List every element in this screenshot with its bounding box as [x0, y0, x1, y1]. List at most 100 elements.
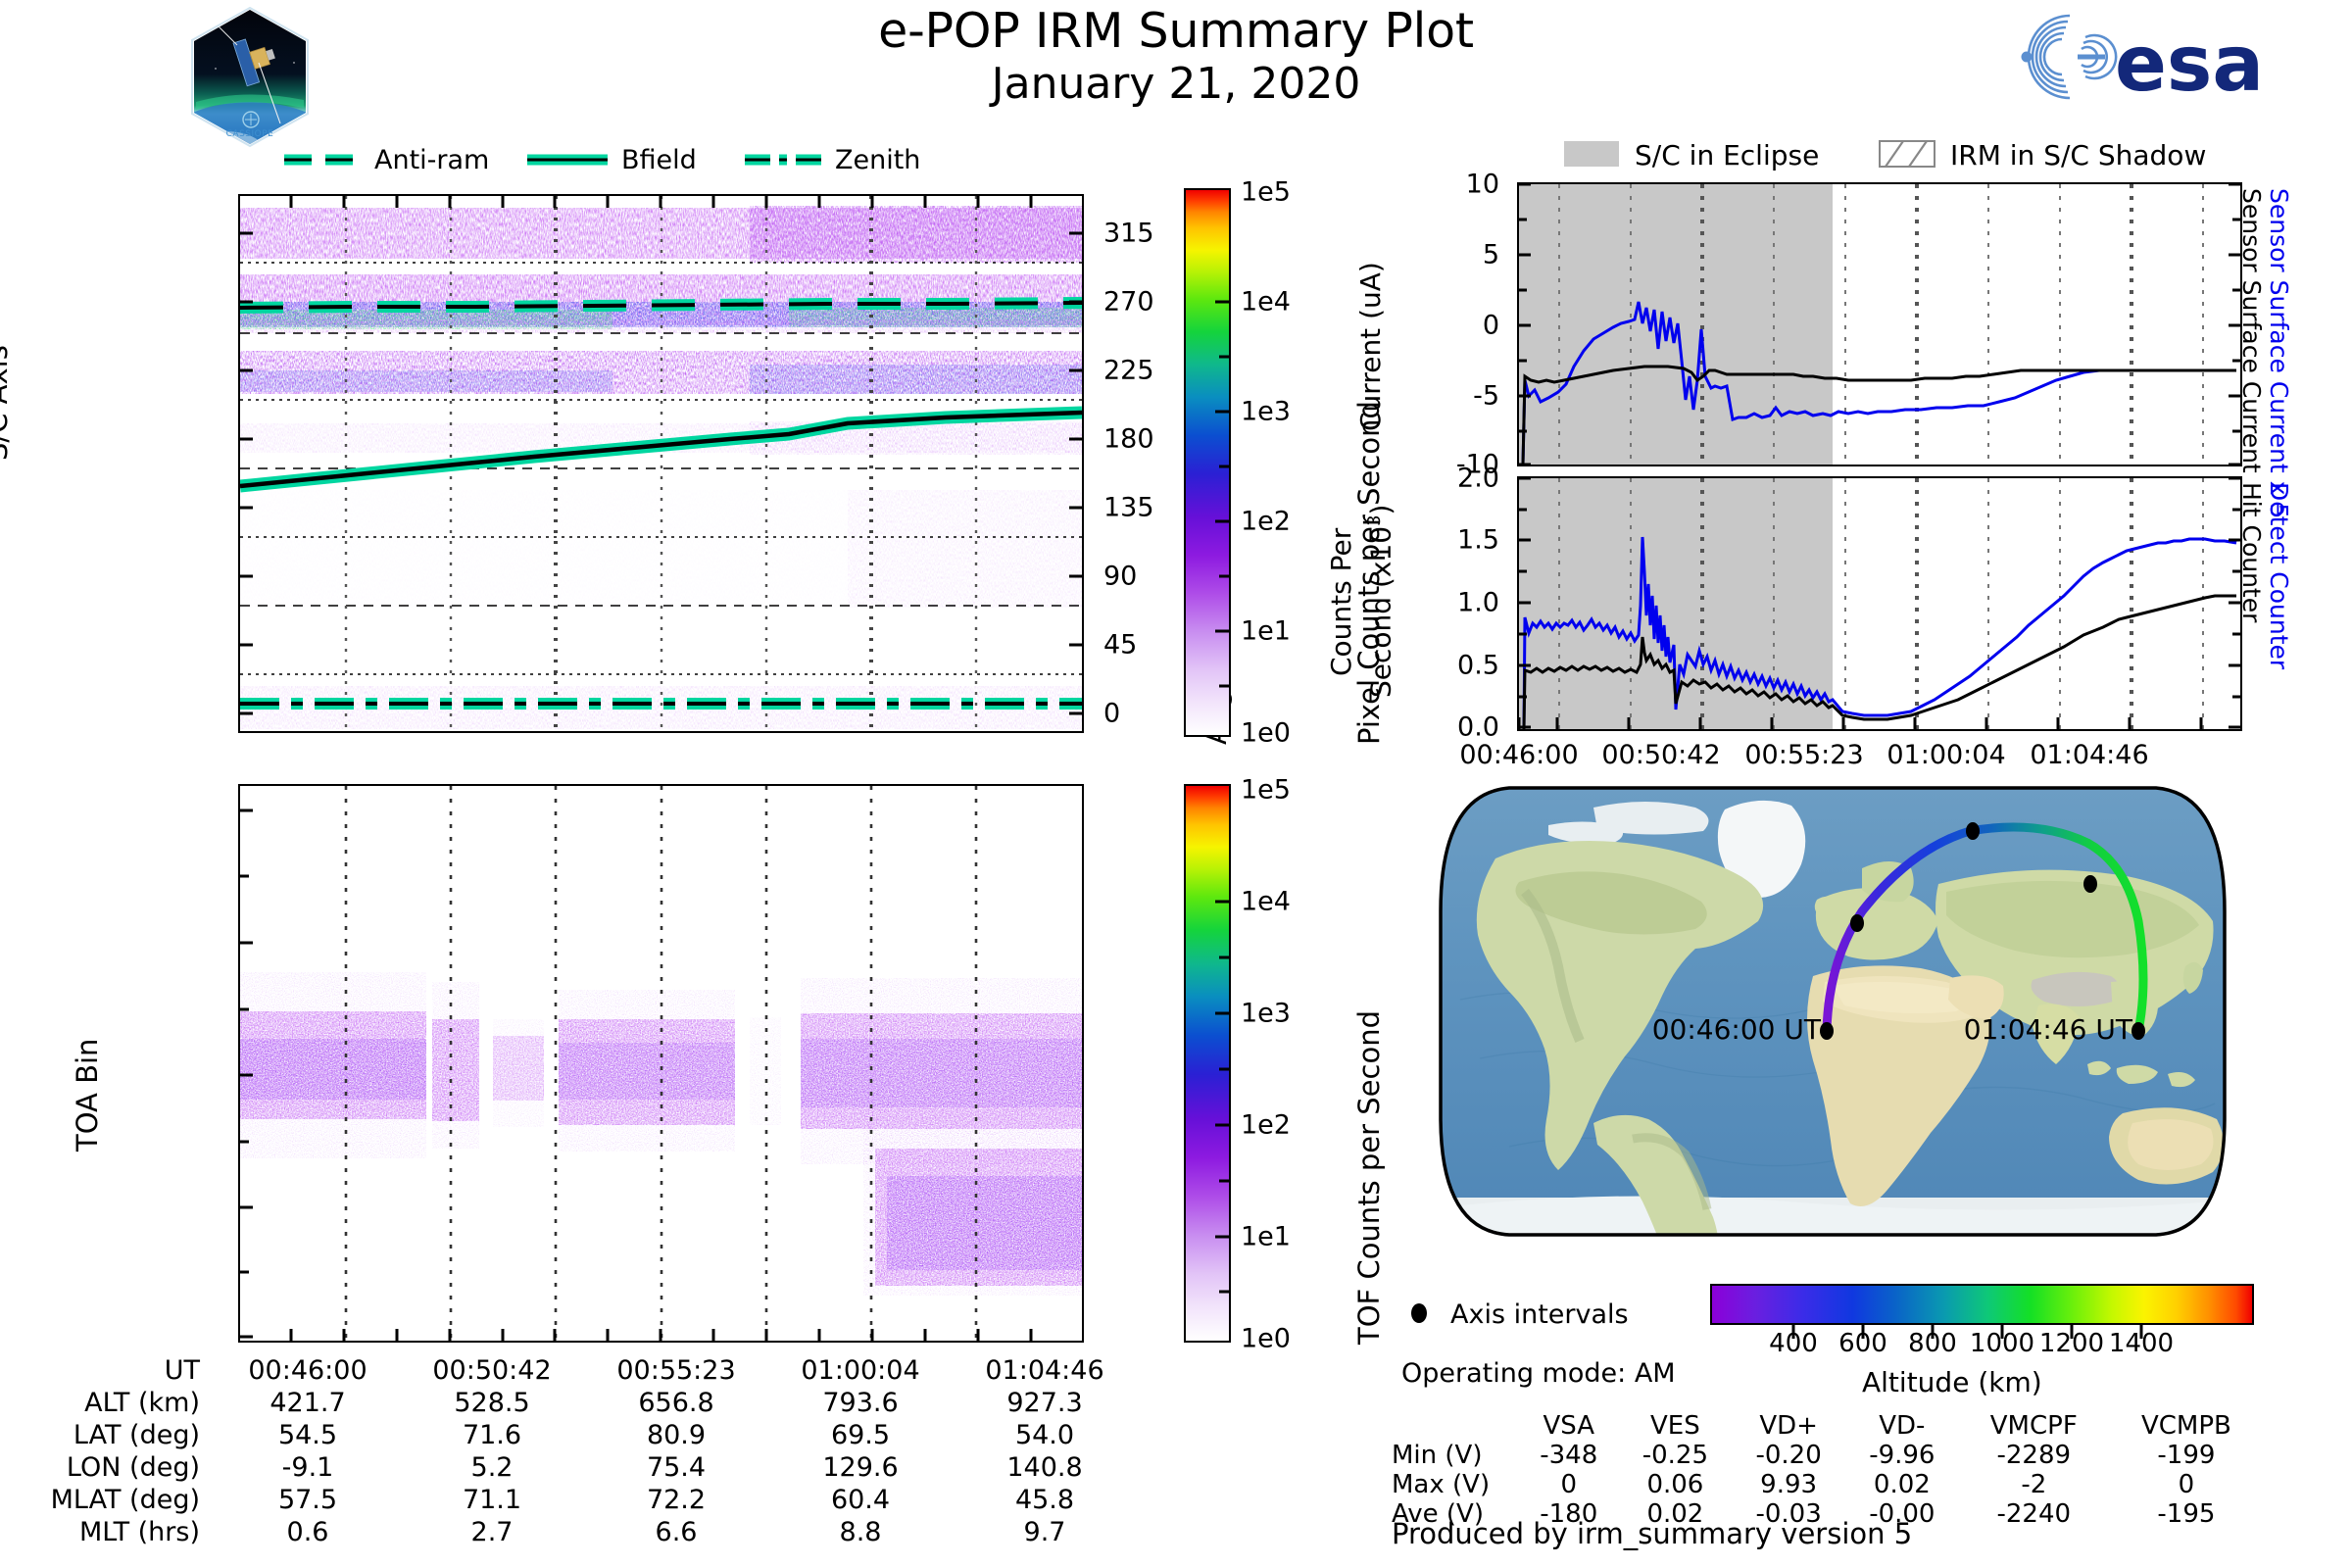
- legend-label-zenith: Zenith: [835, 145, 920, 175]
- alt-value-1: 421.7: [270, 1388, 346, 1418]
- alt-tick-1400: 1400: [2108, 1329, 2175, 1358]
- current-panel-ylabel: Current (uA): [1354, 262, 1387, 431]
- africa: [1807, 965, 1991, 1206]
- mlat-value-2: 71.1: [462, 1485, 522, 1515]
- tibetan-plateau: [2031, 971, 2121, 1006]
- marker-end: [2132, 1022, 2145, 1040]
- pixel-counts-colorbar: [1184, 188, 1231, 737]
- greenland: [1717, 800, 1806, 899]
- xtick-time-4: 01:00:04: [1886, 740, 2006, 770]
- min-vcmpb: -199: [2157, 1441, 2216, 1470]
- min-ves: -0.25: [1642, 1441, 1709, 1470]
- table-row-mlt: MLT (hrs) 0.6 2.7 6.6 8.8 9.7: [29, 1516, 1137, 1548]
- page-title: e-POP IRM Summary Plot: [878, 3, 1474, 59]
- eclipse-shaded-region: [1519, 184, 1833, 465]
- angle-panel-vertical-gridlines: [344, 196, 978, 731]
- tof-cb-tick-1e2: 1e2: [1241, 1109, 1291, 1141]
- sc-axis-angle-spectrogram-panel: [238, 194, 1084, 733]
- cassiope-mission-patch-icon: CASSIOPE: [186, 6, 314, 148]
- sensor-surface-current-x5-trace: [1521, 301, 2236, 465]
- toa-main-band: [240, 972, 1082, 1296]
- ut-value-5: 01:04:46: [985, 1355, 1104, 1386]
- sensor-surface-current-trace: [1521, 365, 2236, 465]
- alt-value-5: 927.3: [1006, 1388, 1083, 1418]
- altitude-colorbar: [1710, 1284, 2254, 1325]
- mlt-value-3: 6.6: [655, 1517, 698, 1547]
- tof-counts-colorbar-gradient: [1186, 786, 1229, 1341]
- voltage-summary-table: VSA VES VD+ VD- VMCPF VCMPB Min (V) -348…: [1392, 1411, 2264, 1529]
- marker-4: [2083, 875, 2097, 893]
- counts-panel-ylabel: Counts Per: [1325, 528, 1357, 676]
- map-start-time-label: 00:46:00 UT: [1652, 1013, 1822, 1046]
- ave-ves: 0.02: [1646, 1499, 1704, 1529]
- operating-mode-label: Operating mode: AM: [1401, 1358, 1676, 1389]
- min-vsa: -348: [1540, 1441, 1598, 1470]
- toa-bin-spectrogram-panel: [238, 784, 1084, 1343]
- eclipse-shadow-legend: S/C in Eclipse IRM in S/C Shadow: [1529, 135, 2313, 172]
- ytick-counts-2p0: 2.0: [1457, 463, 1499, 494]
- tof-cb-tick-1e1: 1e1: [1241, 1221, 1291, 1252]
- table-row-alt: ALT (km) 421.7 528.5 656.8 793.6 927.3: [29, 1387, 1137, 1419]
- ave-vdminus: -0.00: [1869, 1499, 1936, 1529]
- mlat-value-4: 60.4: [830, 1485, 891, 1515]
- ytick-angle-315: 315: [1103, 218, 1154, 249]
- pixel-cb-tick-1e5: 1e5: [1241, 176, 1291, 208]
- ytick-angle-135: 135: [1103, 492, 1154, 523]
- min-vmcpf: -2289: [1996, 1441, 2072, 1470]
- ytick-counts-1p0: 1.0: [1457, 587, 1499, 618]
- ytick-angle-180: 180: [1103, 423, 1154, 455]
- current-panel-ylabel-right-blue: Sensor Surface Current x 5: [2265, 188, 2293, 519]
- spectrogram-band-plusZ-minusX: [240, 351, 1082, 394]
- voltage-table-row-ave: Ave (V) -180 0.02 -0.03 -0.00 -2240 -195: [1392, 1499, 2264, 1529]
- ave-vdplus: -0.03: [1755, 1499, 1822, 1529]
- lon-value-3: 75.4: [646, 1452, 707, 1483]
- ytick-angle-0: 0: [1103, 698, 1121, 729]
- current-panel-ylabel-right-black: Sensor Surface Current: [2237, 188, 2266, 473]
- ut-value-2: 00:50:42: [432, 1355, 552, 1386]
- mlat-value-5: 45.8: [1014, 1485, 1075, 1515]
- ut-value-1: 00:46:00: [248, 1355, 368, 1386]
- legend-label-bfield: Bfield: [621, 145, 697, 175]
- mlat-value-3: 72.2: [646, 1485, 707, 1515]
- pixel-cb-tick-1e2: 1e2: [1241, 506, 1291, 537]
- ytick-current-minus5: -5: [1473, 380, 1499, 412]
- lat-value-5: 54.0: [1014, 1420, 1075, 1450]
- min-vdminus: -9.96: [1869, 1441, 1936, 1470]
- legend-swatch-eclipse: [1564, 141, 1619, 167]
- voltage-table-corner: [1392, 1411, 1519, 1441]
- map-end-time-label: 01:04:46 UT: [1964, 1013, 2133, 1046]
- counts-per-second-panel: [1517, 476, 2242, 731]
- ytick-counts-0p5: 0.5: [1457, 650, 1499, 681]
- counts-panel-ylabel-line2b: ): [1364, 504, 1397, 515]
- mlat-value-1: 57.5: [277, 1485, 338, 1515]
- axis-intervals-label: Axis intervals: [1450, 1299, 1629, 1330]
- axis-interval-marker-icon: [1411, 1303, 1427, 1323]
- col-header-vdminus: VD-: [1879, 1411, 1926, 1441]
- altitude-colorbar-title: Altitude (km): [1862, 1366, 2042, 1398]
- anti-ram-trace: [240, 297, 1082, 314]
- tof-cb-tick-1e5: 1e5: [1241, 774, 1291, 806]
- south-america: [1593, 1114, 1719, 1235]
- lon-value-2: 5.2: [470, 1452, 514, 1483]
- alt-value-2: 528.5: [454, 1388, 530, 1418]
- lon-value-4: 129.6: [822, 1452, 899, 1483]
- toa-panel-ylabel: TOA Bin: [71, 1038, 104, 1152]
- mlt-value-2: 2.7: [470, 1517, 514, 1547]
- mlt-value-5: 9.7: [1023, 1517, 1066, 1547]
- col-header-vmcpf: VMCPF: [1989, 1411, 2078, 1441]
- row-label-lon: LON (deg): [66, 1452, 200, 1483]
- alt-value-4: 793.6: [822, 1388, 899, 1418]
- ytick-angle-225: 225: [1103, 355, 1154, 386]
- row-label-min: Min (V): [1392, 1441, 1483, 1470]
- legend-label-eclipse: S/C in Eclipse: [1635, 139, 1819, 172]
- tof-counts-colorbar-title: TOF Counts per Second: [1352, 1009, 1386, 1345]
- orbit-parameters-table: UT 00:46:00 00:50:42 00:55:23 01:00:04 0…: [29, 1354, 1137, 1548]
- pixel-cb-tick-1e0: 1e0: [1241, 717, 1291, 749]
- axis-intervals-legend: Axis intervals: [1401, 1296, 1695, 1338]
- xtick-time-1: 00:46:00: [1459, 740, 1579, 770]
- marker-2: [1850, 914, 1864, 932]
- angle-panel-ylabel-left: S/C Axis: [0, 345, 14, 461]
- tof-counts-colorbar: [1184, 784, 1231, 1343]
- row-label-ut: UT: [164, 1355, 200, 1386]
- marker-3: [1966, 822, 1980, 840]
